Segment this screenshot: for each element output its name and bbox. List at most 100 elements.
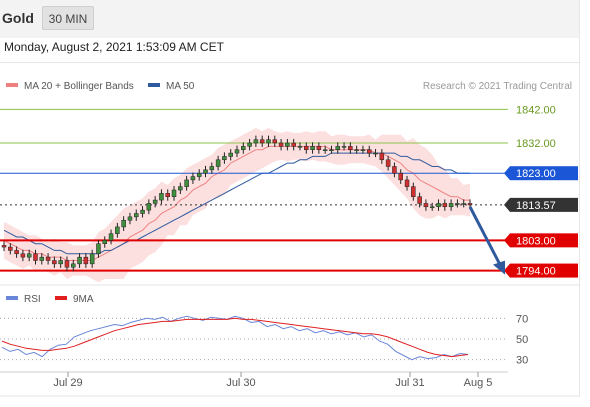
candle-body [190, 176, 196, 181]
candle-body [310, 146, 315, 150]
date-bar [0, 38, 580, 63]
candle-body [285, 142, 290, 147]
candle-body [64, 260, 70, 268]
level-label: 1794.00 [516, 266, 556, 278]
symbol-title: Gold [2, 10, 34, 26]
legend-label: MA 20 + Bollinger Bands [24, 81, 134, 92]
candle-body [304, 146, 309, 150]
candle-body [354, 149, 359, 151]
candle-body [26, 253, 32, 258]
rsi-level-label: 50 [516, 334, 528, 346]
candle-body [297, 146, 303, 148]
candle-body [448, 203, 454, 208]
candle-body [228, 152, 233, 157]
candle-body [178, 186, 183, 191]
candle-body [83, 256, 89, 265]
credit-text: Research © 2021 Trading Central [423, 81, 572, 92]
candle-body [184, 179, 189, 187]
candle-body [196, 172, 202, 177]
candle-body [121, 219, 126, 228]
candle-body [392, 166, 397, 174]
candle-body [442, 203, 448, 208]
candle-body [266, 139, 271, 144]
candle-body [253, 139, 259, 144]
candle-body [171, 189, 177, 197]
candle-body [404, 179, 410, 187]
rsi-legend-label: 9MA [73, 294, 94, 305]
rsi-line [1, 315, 469, 361]
candle-body [152, 199, 158, 204]
right-border [579, 0, 580, 397]
level-label: 1803.00 [516, 235, 556, 247]
candle-body [436, 203, 441, 208]
candle-body [316, 146, 322, 150]
candle-body [467, 203, 473, 206]
level-label: 1823.00 [516, 168, 556, 180]
legend-swatch [6, 83, 18, 87]
candle-body [33, 253, 38, 261]
interval-button[interactable]: 30 MIN [42, 6, 94, 30]
x-tick-label: Aug 5 [464, 377, 493, 389]
candle-body [39, 256, 45, 261]
rsi-level-label: 70 [516, 313, 528, 325]
candle-body [272, 139, 278, 144]
x-tick-label: Jul 29 [53, 377, 82, 389]
level-tag-arrow [504, 263, 510, 278]
candle-body [146, 203, 152, 211]
candle-body [411, 186, 416, 197]
candle-body [241, 146, 246, 150]
rsi-legend-swatch [55, 296, 67, 300]
candle-body [335, 146, 341, 150]
candle-body [96, 243, 101, 255]
rsi-ma9-line [1, 317, 469, 358]
ma50-line [3, 152, 470, 255]
candle-body [45, 256, 51, 261]
x-tick-label: Jul 30 [226, 377, 255, 389]
candle-body [140, 209, 145, 214]
rsi-legend-label: RSI [24, 294, 41, 305]
candle-body [215, 159, 221, 167]
candle-body [366, 149, 372, 154]
level-label: 1842.00 [516, 104, 556, 116]
candle-body [429, 206, 435, 209]
candle-body [222, 156, 227, 161]
candle-body [259, 139, 265, 144]
level-tag-arrow [504, 197, 510, 212]
legend-swatch [148, 83, 160, 87]
candle-body [417, 196, 422, 204]
candle-body [423, 203, 429, 208]
candle-body [52, 260, 57, 265]
candle-body [20, 253, 26, 258]
candle-body [71, 263, 76, 268]
chart-header: Gold 30 MIN [0, 0, 580, 38]
level-label: 1813.57 [516, 200, 556, 212]
level-tag [510, 263, 578, 278]
candle-body [373, 152, 378, 155]
level-label: 1832.00 [516, 138, 556, 150]
candle-body [247, 142, 252, 147]
rsi-level-label: 30 [516, 355, 528, 367]
candle-body [89, 253, 95, 265]
candle-body [348, 146, 353, 150]
timestamp: Monday, August 2, 2021 1:53:09 AM CET [4, 40, 224, 54]
level-tag-arrow [504, 166, 510, 181]
level-tag [510, 233, 578, 248]
candle-body [379, 152, 385, 161]
candle-body [133, 213, 139, 218]
projection-arrow-head [493, 260, 505, 275]
candle-body [14, 250, 19, 255]
rsi-legend-swatch [6, 296, 18, 300]
candle-body [385, 159, 391, 167]
candle-body [234, 149, 240, 154]
candle-body [108, 233, 114, 241]
candle-body [360, 149, 366, 151]
legend-label: MA 50 [166, 81, 195, 92]
candle-body [165, 193, 170, 197]
candle-body [58, 260, 63, 265]
candle-body [8, 246, 13, 251]
candle-body [322, 149, 328, 151]
candle-body [341, 146, 347, 148]
x-tick-label: Jul 31 [395, 377, 424, 389]
candle-body [291, 142, 296, 147]
